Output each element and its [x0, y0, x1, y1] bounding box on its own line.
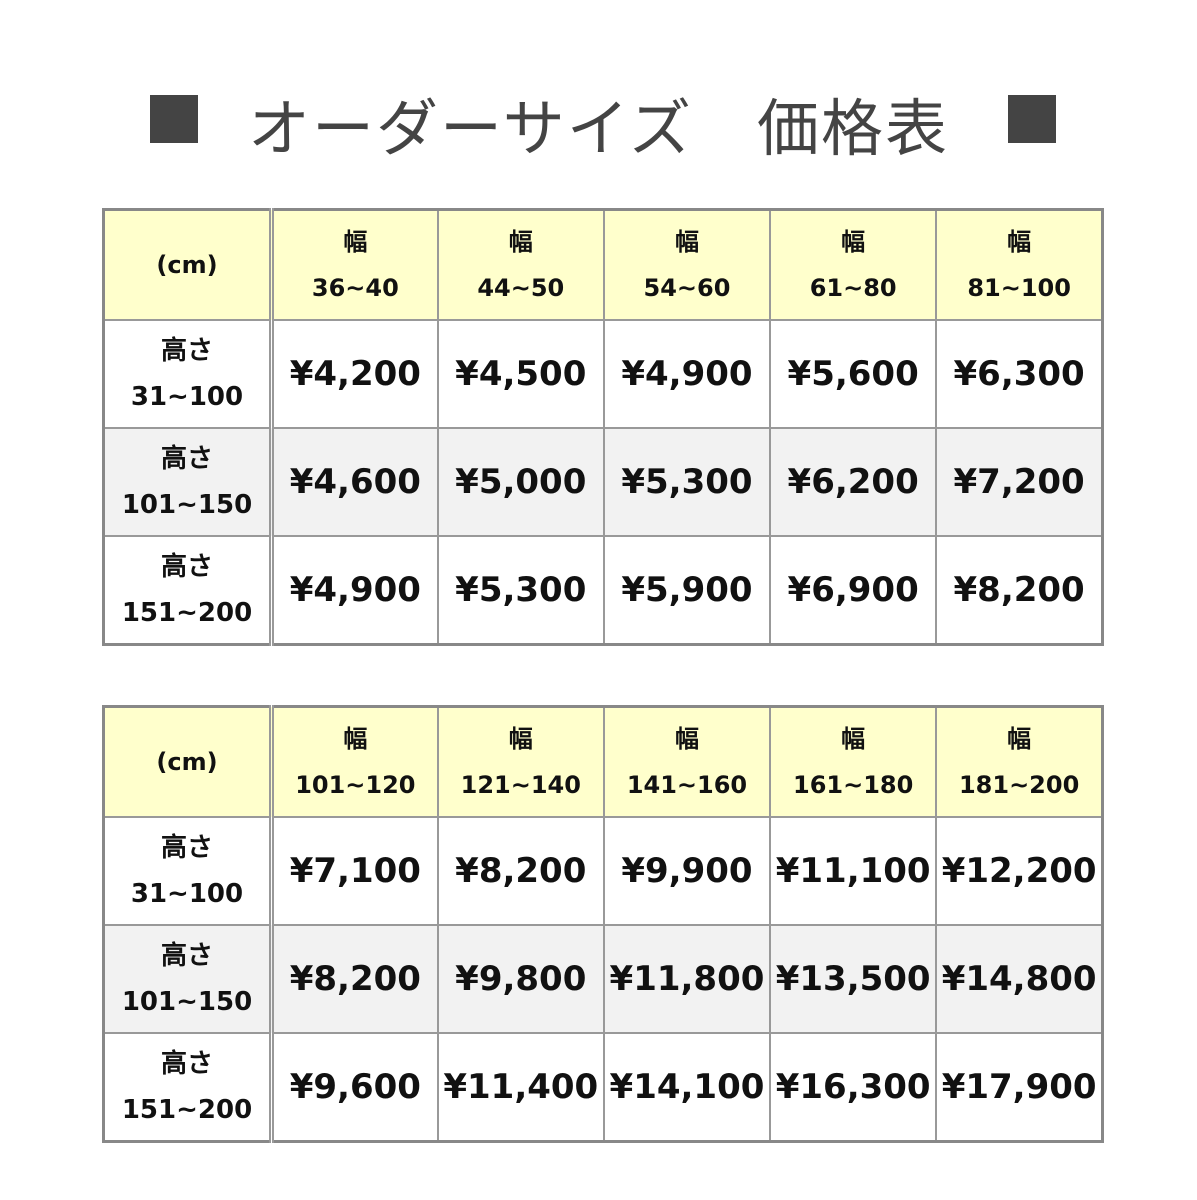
width-range: 44~50 — [477, 274, 565, 302]
width-header: 幅 81~100 — [935, 208, 1104, 321]
price-cell: ¥4,900 — [602, 319, 772, 429]
price-cell: ¥6,300 — [935, 319, 1104, 429]
price-cell: ¥4,500 — [436, 319, 605, 429]
title-square-right-icon — [1008, 95, 1056, 143]
height-range: 31~100 — [130, 382, 244, 412]
price-table-1: (cm) 幅 36~40 幅 44~50 幅 54~60 幅 61~80 幅 81~100 高さ 31~… — [102, 208, 1104, 646]
width-label: 幅 — [674, 228, 699, 256]
price-cell: ¥9,800 — [436, 924, 605, 1034]
table-row: 高さ 31~100 ¥7,100 ¥8,200 ¥9,900 ¥11,100 ¥12,200 — [102, 816, 1104, 926]
price-cell: ¥8,200 — [270, 924, 439, 1034]
price-table-2: (cm) 幅 101~120 幅 121~140 幅 141~160 幅 161~180 幅 181… — [102, 705, 1104, 1143]
price-cell: ¥5,900 — [602, 535, 772, 646]
width-range: 54~60 — [643, 274, 731, 302]
price-cell: ¥13,500 — [769, 924, 938, 1034]
height-label: 高さ — [160, 833, 213, 863]
price-cell: ¥6,200 — [769, 427, 938, 537]
height-range: 101~150 — [121, 490, 253, 520]
width-range: 161~180 — [793, 771, 914, 799]
width-header: 幅 141~160 — [602, 705, 772, 818]
height-header: 高さ 151~200 — [102, 535, 274, 646]
price-cell: ¥11,100 — [769, 816, 938, 926]
price-cell: ¥6,900 — [769, 535, 938, 646]
price-cell: ¥5,300 — [436, 535, 605, 646]
height-label: 高さ — [160, 336, 213, 366]
price-cell: ¥7,200 — [935, 427, 1104, 537]
price-cell: ¥5,000 — [436, 427, 605, 537]
width-header: 幅 36~40 — [270, 208, 439, 321]
height-label: 高さ — [160, 552, 213, 582]
width-header: 幅 161~180 — [769, 705, 938, 818]
height-range: 31~100 — [130, 879, 244, 909]
height-label: 高さ — [160, 444, 213, 474]
width-range: 101~120 — [295, 771, 416, 799]
price-cell: ¥5,600 — [769, 319, 938, 429]
height-header: 高さ 31~100 — [102, 319, 274, 429]
corner-cell: (cm) — [102, 208, 274, 321]
width-label: 幅 — [841, 725, 866, 753]
height-range: 151~200 — [121, 1095, 253, 1125]
price-cell: ¥5,300 — [602, 427, 772, 537]
price-cell: ¥12,200 — [935, 816, 1104, 926]
width-label: 幅 — [343, 228, 368, 256]
price-cell: ¥11,800 — [602, 924, 772, 1034]
price-cell: ¥16,300 — [769, 1032, 938, 1143]
width-header: 幅 101~120 — [270, 705, 439, 818]
height-header: 高さ 101~150 — [102, 427, 274, 537]
height-range: 151~200 — [121, 598, 253, 628]
height-range: 101~150 — [121, 987, 253, 1017]
width-header: 幅 44~50 — [436, 208, 605, 321]
width-range: 36~40 — [311, 274, 399, 302]
width-label: 幅 — [508, 725, 533, 753]
table-row: 高さ 101~150 ¥8,200 ¥9,800 ¥11,800 ¥13,500 ¥14,8… — [102, 924, 1104, 1034]
price-cell: ¥11,400 — [436, 1032, 605, 1143]
width-range: 121~140 — [460, 771, 581, 799]
width-label: 幅 — [508, 228, 533, 256]
table-row: 高さ 151~200 ¥9,600 ¥11,400 ¥14,100 ¥16,300 ¥17,… — [102, 1032, 1104, 1143]
price-cell: ¥4,900 — [270, 535, 439, 646]
table-row: 高さ 101~150 ¥4,600 ¥5,000 ¥5,300 ¥6,200 ¥7,200 — [102, 427, 1104, 537]
width-header: 幅 181~200 — [935, 705, 1104, 818]
table-row: 高さ 31~100 ¥4,200 ¥4,500 ¥4,900 ¥5,600 ¥6,300 — [102, 319, 1104, 429]
price-cell: ¥9,600 — [270, 1032, 439, 1143]
header-row: (cm) 幅 101~120 幅 121~140 幅 141~160 幅 161~180 幅 181… — [102, 705, 1104, 818]
page-title: オーダーサイズ 価格表 — [248, 92, 949, 165]
price-cell: ¥14,100 — [602, 1032, 772, 1143]
width-range: 181~200 — [958, 771, 1080, 799]
price-cell: ¥17,900 — [935, 1032, 1104, 1143]
width-range: 61~80 — [809, 274, 897, 302]
width-label: 幅 — [1007, 228, 1032, 256]
height-header: 高さ 101~150 — [102, 924, 274, 1034]
table-row: 高さ 151~200 ¥4,900 ¥5,300 ¥5,900 ¥6,900 ¥8,200 — [102, 535, 1104, 646]
price-cell: ¥4,600 — [270, 427, 439, 537]
width-range: 141~160 — [626, 771, 748, 799]
height-label: 高さ — [160, 1049, 213, 1079]
width-header: 幅 54~60 — [602, 208, 772, 321]
height-header: 高さ 31~100 — [102, 816, 274, 926]
corner-cell: (cm) — [102, 705, 274, 818]
width-header: 幅 61~80 — [769, 208, 938, 321]
width-label: 幅 — [1007, 725, 1032, 753]
header-row: (cm) 幅 36~40 幅 44~50 幅 54~60 幅 61~80 幅 81~100 — [102, 208, 1104, 321]
price-cell: ¥7,100 — [270, 816, 439, 926]
width-label: 幅 — [674, 725, 699, 753]
price-cell: ¥14,800 — [935, 924, 1104, 1034]
width-label: 幅 — [841, 228, 866, 256]
height-header: 高さ 151~200 — [102, 1032, 274, 1143]
price-cell: ¥9,900 — [602, 816, 772, 926]
title-square-left-icon — [150, 95, 198, 143]
width-range: 81~100 — [967, 274, 1071, 302]
price-cell: ¥4,200 — [270, 319, 439, 429]
height-label: 高さ — [160, 941, 213, 971]
price-cell: ¥8,200 — [935, 535, 1104, 646]
price-cell: ¥8,200 — [436, 816, 605, 926]
width-header: 幅 121~140 — [436, 705, 605, 818]
width-label: 幅 — [343, 725, 368, 753]
